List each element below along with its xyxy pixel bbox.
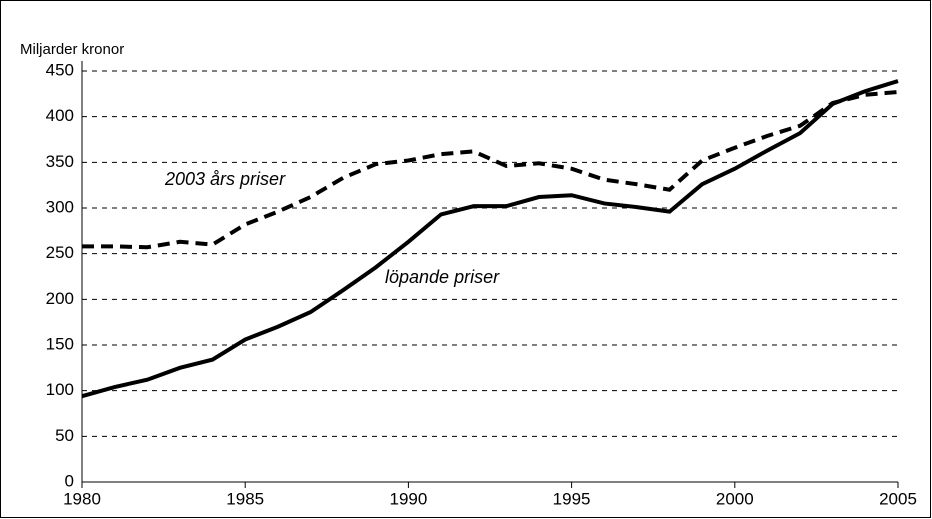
x-tick-label: 1985	[226, 489, 264, 508]
y-axis-label: Miljarder kronor	[20, 41, 124, 58]
series-line	[82, 90, 899, 250]
y-tick-label: 100	[46, 380, 74, 399]
y-tick-label: 300	[46, 197, 74, 216]
y-tick-label: 400	[46, 106, 74, 125]
y-tick-label: 200	[46, 289, 74, 308]
y-tick-label: 250	[46, 243, 74, 262]
y-tick-label: 50	[55, 426, 74, 445]
series-label: 2003 års priser	[164, 169, 286, 189]
series-label: löpande priser	[385, 267, 500, 287]
y-tick-label: 150	[46, 334, 74, 353]
x-tick-label: 2000	[716, 489, 754, 508]
y-tick-label: 350	[46, 152, 74, 171]
y-tick-label: 450	[46, 60, 74, 79]
x-tick-label: 1995	[553, 489, 591, 508]
x-tick-label: 1990	[389, 489, 427, 508]
x-tick-label: 2005	[879, 489, 917, 508]
x-tick-label: 1980	[63, 489, 101, 508]
series-line	[81, 79, 899, 399]
y-tick-label: 0	[65, 471, 74, 490]
